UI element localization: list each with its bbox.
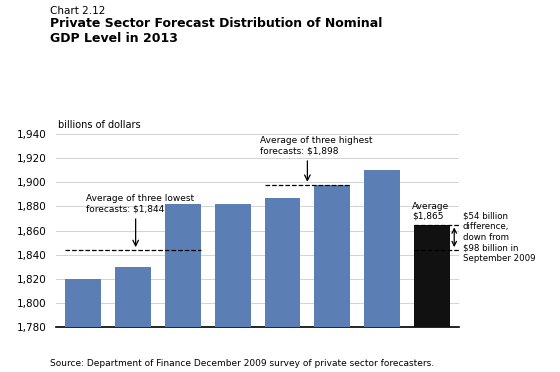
Text: Average of three lowest
forecasts: $1,844: Average of three lowest forecasts: $1,84… xyxy=(86,194,194,214)
Bar xyxy=(414,225,450,327)
Text: Average
$1,865: Average $1,865 xyxy=(412,202,449,221)
Bar xyxy=(165,204,201,327)
Text: Chart 2.12: Chart 2.12 xyxy=(50,6,106,16)
Bar xyxy=(314,185,350,327)
Bar xyxy=(215,204,251,327)
Text: Source: Department of Finance December 2009 survey of private sector forecasters: Source: Department of Finance December 2… xyxy=(50,359,435,368)
Bar xyxy=(66,279,101,327)
Bar xyxy=(115,267,151,327)
Text: $54 billion
difference,
down from
$98 billion in
September 2009: $54 billion difference, down from $98 bi… xyxy=(463,212,535,263)
Bar xyxy=(264,198,300,327)
Text: Private Sector Forecast Distribution of Nominal: Private Sector Forecast Distribution of … xyxy=(50,17,383,30)
Bar xyxy=(364,170,400,327)
Text: billions of dollars: billions of dollars xyxy=(58,120,141,130)
Text: Average of three highest
forecasts: $1,898: Average of three highest forecasts: $1,8… xyxy=(260,136,372,155)
Text: GDP Level in 2013: GDP Level in 2013 xyxy=(50,32,178,45)
